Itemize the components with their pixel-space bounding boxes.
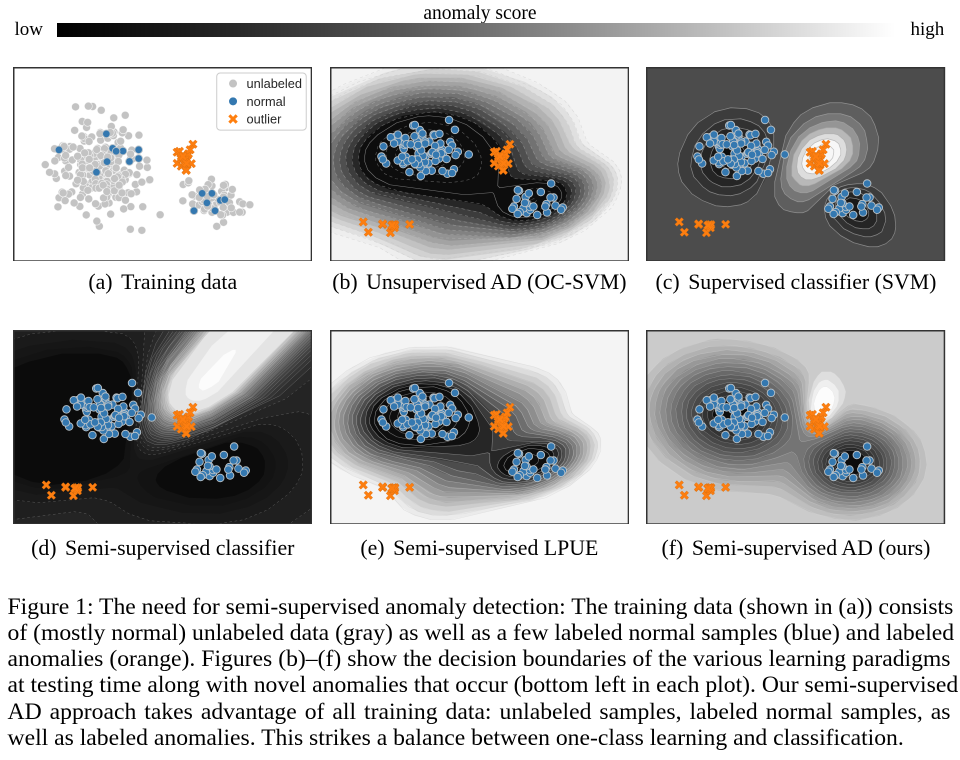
svg-text:unlabeled: unlabeled bbox=[247, 76, 302, 91]
svg-text:normal: normal bbox=[247, 94, 286, 109]
svg-text:outlier: outlier bbox=[247, 111, 283, 126]
